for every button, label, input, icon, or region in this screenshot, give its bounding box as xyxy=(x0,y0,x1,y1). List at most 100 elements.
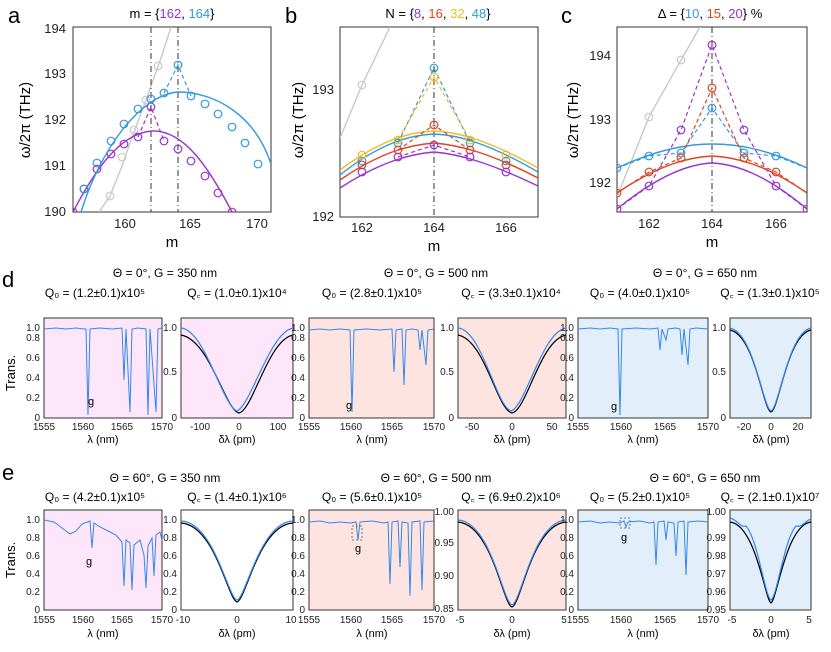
panel-b-curve-32 xyxy=(340,130,538,171)
panel-c-uncoupled-point xyxy=(676,55,686,65)
row-d-fit-ytick: 0.5 xyxy=(163,367,177,378)
row-e-xtick: 1565 xyxy=(381,615,404,626)
panel-b-ytick: 193 xyxy=(312,82,334,97)
row-d-group3-spectrum-box xyxy=(577,317,709,419)
row-d-xtick: 1565 xyxy=(111,422,134,433)
row-e: e Trans. Θ = 60°, G = 350 nm Q₀ = (4.2±0… xyxy=(2,460,819,640)
row-e-group1-fit-box xyxy=(180,509,294,611)
row-e-ytick: 0.8 xyxy=(291,533,305,544)
row-e-group2-fit-xticks: -5 0 5 xyxy=(456,615,568,626)
row-e-ytick: 0.2 xyxy=(291,587,305,598)
row-d-ytick: 0 xyxy=(568,413,574,424)
row-e-group3-g-box xyxy=(619,517,631,529)
panel-c-ytick: 192 xyxy=(589,175,611,190)
row-d-group1-spectrum xyxy=(43,327,163,416)
row-d-group1-spec-yticks: 0 0.2 0.4 0.6 0.8 1.0 xyxy=(26,323,40,424)
panel-c-point-15 xyxy=(707,83,717,93)
row-d-group2-dlambda-label: δλ (pm) xyxy=(493,434,530,446)
row-d-group3-fit-box xyxy=(729,317,812,419)
panel-a-title: m = {162, 164} xyxy=(130,6,216,21)
row-e-fit-xtick: -10 xyxy=(176,615,191,626)
row-d-fit-xtick: -50 xyxy=(465,422,480,433)
panel-a-xtick: 165 xyxy=(179,216,201,231)
panel-c-point-10 xyxy=(617,163,622,173)
panel-b-xtick: 162 xyxy=(351,220,373,235)
panel-c-plot xyxy=(617,27,807,212)
row-d-fit-ytick: 1.0 xyxy=(440,323,454,334)
panel-a-point-164 xyxy=(186,91,196,101)
row-e-group3-dlambda-label: δλ (pm) xyxy=(752,628,789,640)
panel-b-point-32 xyxy=(429,72,439,82)
row-e-group1-spec-yticks: 0 0.2 0.4 0.6 0.8 1.0 xyxy=(26,515,40,616)
panel-c-point-20 xyxy=(802,204,807,212)
row-d-fit-ytick: 0.5 xyxy=(440,367,454,378)
panel-a-xtick: 170 xyxy=(246,216,268,231)
row-d-fit-xtick: -100 xyxy=(190,422,210,433)
panel-a-xlabel: m xyxy=(166,234,179,251)
row-e-group1-fit-xticks: -10 0 10 xyxy=(176,615,297,626)
row-d-group1-data-blue xyxy=(180,327,294,412)
panel-b-point-48 xyxy=(393,138,403,148)
row-e-group2-fit-yticks: 0.85 0.90 0.95 1.00 xyxy=(435,507,455,615)
panel-b-curve-16 xyxy=(340,142,538,181)
panel-a-uncoupled-point xyxy=(153,61,163,71)
panel-a-axes-box xyxy=(72,26,272,213)
row-d-group2-fit-xticks: -50 0 50 xyxy=(465,422,558,433)
row-e-group2-lambda-label: λ (nm) xyxy=(356,628,387,640)
row-d-group1-fit-black xyxy=(180,334,294,414)
panel-a-point-164 xyxy=(213,109,223,119)
panel-c-title-suffix: } % xyxy=(743,6,763,21)
row-d-group2-data-blue xyxy=(457,327,567,412)
row-e-group1-header: Θ = 60°, G = 350 nm xyxy=(110,471,221,485)
panel-b-point-48 xyxy=(429,63,439,73)
row-d-group3-spec-xticks: 1555 1560 1565 1570 xyxy=(567,422,720,433)
row-e-group2-fit-box xyxy=(457,509,567,611)
panel-a-point-162 xyxy=(92,164,102,174)
row-e-ytick: 0 xyxy=(34,605,40,616)
panel-b-title-v1: 16 xyxy=(428,6,442,21)
row-e-group3-spec-yticks: 0 0.2 0.4 0.6 0.8 1.0 xyxy=(560,515,574,616)
row-e-group3-fit-xticks: -5 0 5 xyxy=(728,615,813,626)
row-e-group3-spec-xticks: 1555 1560 1565 1570 xyxy=(567,615,720,626)
panel-a-title-prefix: m = { xyxy=(130,6,161,21)
panel-a-title-v0: 162 xyxy=(160,6,182,21)
row-e-group1-q0: Q₀ = (4.2±0.1)x10⁵ xyxy=(45,490,145,504)
panel-a-ytick: 192 xyxy=(44,112,66,127)
row-e-fit-xtick: 0 xyxy=(509,615,515,626)
panel-a-point-164 xyxy=(227,122,237,132)
row-e-group2-fit-black xyxy=(457,521,567,608)
row-d: d Trans. Θ = 0°, G = 350 nm Q₀ = (1.2±0.… xyxy=(2,266,820,446)
row-e-fit-ytick: 0.98 xyxy=(707,551,727,562)
panel-c-point-15 xyxy=(739,153,749,163)
row-d-group1-fit-box xyxy=(180,317,294,419)
panel-b-point-8 xyxy=(429,140,439,150)
row-d-group3-lambda-label: λ (nm) xyxy=(627,434,658,446)
panel-a-title-sep: , xyxy=(181,6,188,21)
panel-letter-d: d xyxy=(2,267,14,292)
panel-a-title-suffix: } xyxy=(210,6,215,21)
row-d-group1-g-label: g xyxy=(88,396,94,408)
panel-b-point-16 xyxy=(465,145,475,155)
row-e-group2-q0: Q₀ = (5.6±0.1)x10⁵ xyxy=(322,490,422,504)
panel-c-point-15 xyxy=(676,153,686,163)
row-d-fit-xtick: 100 xyxy=(270,422,287,433)
panel-a-point-164 xyxy=(92,158,102,168)
row-d-group2-spec-xticks: 1555 1560 1565 1570 xyxy=(298,422,446,433)
row-e-group2-g-label: g xyxy=(355,543,361,555)
panel-c: c Δ = {10, 15, 20} % xyxy=(561,3,808,251)
panel-c-point-20 xyxy=(644,181,654,191)
panel-c-title-v0: 10 xyxy=(685,6,699,21)
row-e-group3-qc: Q꜀ = (2.1±0.1)x10⁷ xyxy=(721,490,820,504)
row-d-fit-ytick: 1.0 xyxy=(712,323,726,334)
row-e-group1-fit-black xyxy=(180,522,294,603)
row-d-fit-ytick: 1.0 xyxy=(163,323,177,334)
row-e-fit-xtick: -5 xyxy=(456,615,465,626)
row-e-ytick: 0.8 xyxy=(26,533,40,544)
row-e-group1-qc: Q꜀ = (1.4±0.1)x10⁶ xyxy=(187,490,286,504)
panel-a-uncoupled-point xyxy=(141,95,151,105)
row-d-fit-xtick: 50 xyxy=(546,422,558,433)
panel-a-point-162 xyxy=(186,156,196,166)
row-e-ytick: 0.4 xyxy=(560,569,574,580)
panel-c-point-20 xyxy=(676,125,686,135)
panel-b-axes-box xyxy=(339,26,539,218)
